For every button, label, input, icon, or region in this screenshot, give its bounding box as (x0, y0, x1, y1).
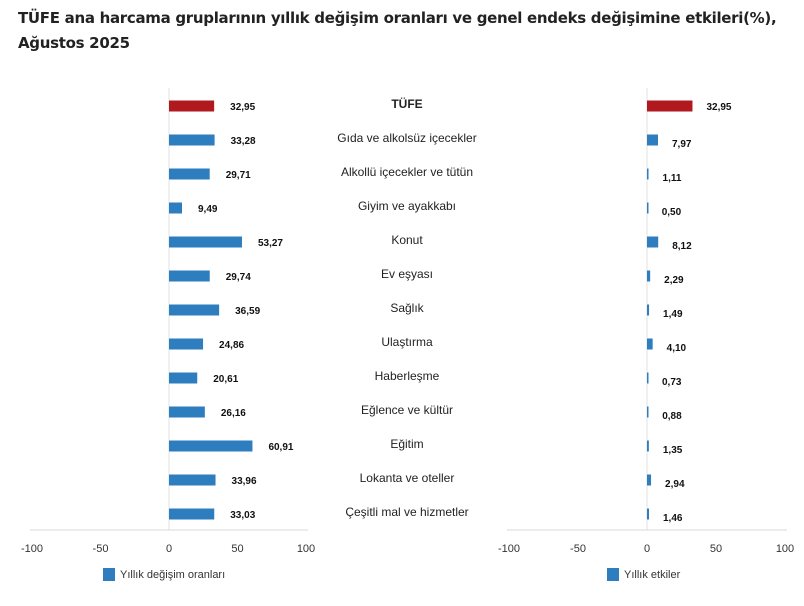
bar (647, 508, 650, 520)
data-label: 0,88 (662, 411, 682, 422)
x-tick-label: 50 (710, 543, 722, 555)
data-label: 36,59 (235, 306, 260, 317)
bar (169, 100, 215, 112)
data-label: 9,49 (198, 204, 218, 215)
data-label: 26,16 (221, 408, 246, 419)
x-tick-label: -50 (93, 543, 109, 555)
bar (647, 134, 658, 146)
x-tick-label: 100 (776, 543, 794, 555)
legend-swatch (607, 568, 619, 581)
data-label: 29,71 (226, 170, 251, 181)
data-label: 0,73 (662, 377, 682, 388)
x-tick-label: 50 (231, 543, 243, 555)
data-label: 29,74 (226, 272, 251, 283)
bar (647, 338, 653, 350)
bar (169, 338, 204, 350)
x-tick-label: -100 (498, 543, 520, 555)
data-label: 1,49 (663, 309, 683, 320)
category-label: Gıda ve alkolsüz içecekler (337, 131, 476, 145)
data-label: 20,61 (213, 374, 238, 385)
x-tick-label: 0 (644, 543, 650, 555)
bar (647, 304, 650, 316)
data-label: 2,94 (665, 479, 685, 490)
data-label: 0,50 (662, 207, 682, 218)
bar (647, 406, 649, 418)
category-label: Ev eşyası (381, 267, 433, 281)
bar (647, 372, 649, 384)
category-label: Lokanta ve oteller (360, 471, 455, 485)
bar (647, 440, 649, 452)
bar (169, 134, 215, 146)
category-label: TÜFE (391, 96, 422, 111)
bar (169, 270, 210, 282)
bar (169, 202, 183, 214)
chart-title: TÜFE ana harcama gruplarının yıllık deği… (18, 9, 777, 52)
category-label: Çeşitli mal ve hizmetler (345, 505, 468, 519)
data-label: 32,95 (706, 102, 731, 113)
x-tick-label: 0 (166, 543, 172, 555)
bar (169, 372, 198, 384)
bar (647, 236, 659, 248)
legend-label: Yıllık etkiler (624, 569, 681, 581)
data-label: 2,29 (664, 275, 684, 286)
bar (169, 236, 242, 248)
data-label: 53,27 (258, 238, 283, 249)
bar (169, 406, 205, 418)
bar (647, 474, 652, 486)
data-label: 24,86 (219, 340, 244, 351)
category-label: Eğitim (390, 437, 423, 451)
data-label: 33,28 (231, 136, 256, 147)
category-label: Konut (391, 233, 423, 247)
data-label: 4,10 (667, 343, 687, 354)
data-label: 1,46 (663, 513, 683, 524)
data-label: 33,96 (232, 476, 257, 487)
legend-swatch (103, 568, 115, 581)
category-label: Giyim ve ayakkabı (358, 199, 456, 213)
data-label: 1,35 (663, 445, 683, 456)
category-label: Eğlence ve kültür (361, 403, 453, 417)
category-label: Alkollü içecekler ve tütün (341, 165, 473, 179)
bar (647, 168, 649, 180)
bar (169, 168, 210, 180)
data-label: 8,12 (672, 241, 692, 252)
bar (647, 270, 651, 282)
data-label: 1,11 (663, 173, 682, 184)
x-tick-label: 100 (297, 543, 315, 555)
legend-label: Yıllık değişim oranları (120, 569, 225, 581)
data-label: 60,91 (268, 442, 293, 453)
data-label: 32,95 (230, 102, 255, 113)
x-tick-label: -100 (21, 543, 43, 555)
bar (647, 100, 693, 112)
bar (647, 202, 649, 214)
bar (169, 440, 253, 452)
bar (169, 474, 216, 486)
x-tick-label: -50 (570, 543, 586, 555)
category-label: Ulaştırma (381, 335, 433, 349)
category-label: Sağlık (390, 301, 424, 315)
category-label: Haberleşme (375, 369, 440, 383)
bar (169, 304, 220, 316)
bar (169, 508, 215, 520)
data-label: 7,97 (672, 139, 692, 150)
data-label: 33,03 (230, 510, 255, 521)
